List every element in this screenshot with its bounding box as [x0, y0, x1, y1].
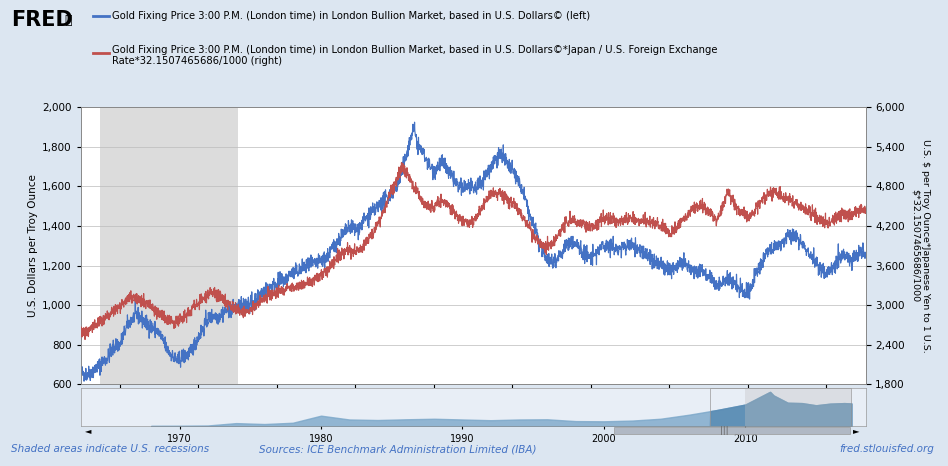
Text: Sources: ICE Benchmark Administration Limited (IBA): Sources: ICE Benchmark Administration Li… — [260, 445, 537, 454]
Bar — [745, 388, 851, 426]
Text: Shaded areas indicate U.S. recessions: Shaded areas indicate U.S. recessions — [11, 445, 210, 454]
Y-axis label: U.S. $ per Troy Ounce*Japanese Yen to 1 U.S.
$*32.1507465686/1000: U.S. $ per Troy Ounce*Japanese Yen to 1 … — [910, 139, 930, 353]
Text: ◄: ◄ — [84, 426, 91, 435]
FancyBboxPatch shape — [614, 427, 849, 434]
Text: ►: ► — [853, 426, 859, 435]
Text: fred.stlouisfed.org: fred.stlouisfed.org — [839, 445, 934, 454]
Text: FRED: FRED — [11, 10, 73, 30]
Bar — [100, 107, 238, 384]
Text: 📈: 📈 — [64, 14, 72, 27]
Bar — [710, 388, 851, 426]
Text: Gold Fixing Price 3:00 P.M. (London time) in London Bullion Market, based in U.S: Gold Fixing Price 3:00 P.M. (London time… — [112, 11, 590, 21]
Text: Gold Fixing Price 3:00 P.M. (London time) in London Bullion Market, based in U.S: Gold Fixing Price 3:00 P.M. (London time… — [112, 45, 718, 66]
Text: |||: ||| — [720, 426, 729, 435]
Y-axis label: U.S. Dollars per Troy Ounce: U.S. Dollars per Troy Ounce — [27, 174, 38, 317]
